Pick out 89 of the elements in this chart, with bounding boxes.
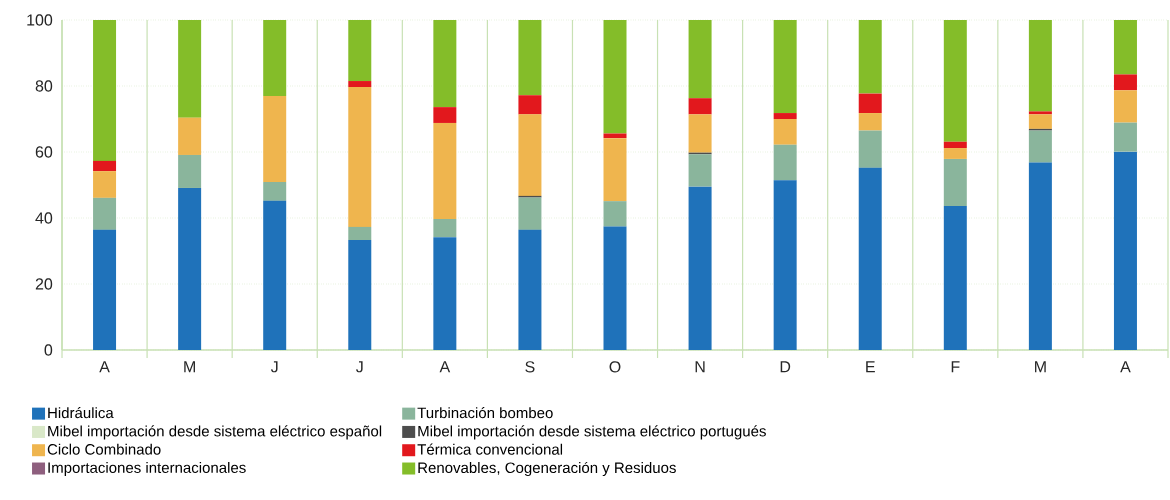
bar [943, 206, 967, 350]
bar [348, 240, 372, 350]
bar [1113, 122, 1137, 152]
bar [603, 138, 627, 202]
bar [943, 158, 967, 207]
bar [688, 114, 712, 153]
bar [1113, 151, 1137, 350]
x-tick-label: O [609, 361, 621, 373]
bar [433, 107, 457, 123]
bar [1028, 111, 1052, 115]
bar [603, 201, 627, 227]
bar [178, 187, 202, 350]
bar [943, 19, 967, 142]
bar [773, 113, 797, 119]
x-tick-label: M [1035, 361, 1046, 373]
bar [688, 98, 712, 115]
x-tick-label: J [356, 361, 363, 373]
x-tick-label: N [695, 361, 705, 373]
bar [858, 167, 882, 350]
x-tick-label: E [866, 361, 875, 373]
y-tick-label: 40 [35, 212, 53, 224]
bar [433, 19, 457, 108]
y-tick-label: 100 [27, 14, 53, 26]
bar [858, 19, 882, 94]
bar [518, 95, 542, 115]
bar [1113, 19, 1137, 75]
legend-label: Ciclo Combinado [47, 443, 161, 455]
bar [263, 95, 287, 183]
x-tick-label: S [525, 361, 535, 373]
bar [858, 130, 882, 168]
y-tick-label: 60 [35, 146, 53, 158]
bar [518, 197, 542, 230]
bar [93, 229, 117, 350]
legend-label: Térmica convencional [417, 443, 563, 455]
bar [1113, 90, 1137, 123]
x-tick-label: M [184, 361, 195, 373]
bar [263, 19, 287, 96]
bar [688, 186, 712, 350]
x-tick-label: A [1120, 361, 1131, 373]
bar [348, 19, 372, 82]
bar [1028, 19, 1052, 112]
bar [603, 19, 627, 134]
bar [1028, 114, 1052, 129]
bar [433, 218, 457, 238]
bar [858, 93, 882, 114]
legend-label: Renovables, Cogeneración y Residuos [418, 461, 676, 477]
bar [178, 19, 202, 118]
bar [348, 226, 372, 241]
x-tick-label: F [951, 361, 960, 373]
bar [433, 237, 457, 350]
y-tick-label: 20 [35, 278, 53, 290]
x-tick-label: A [99, 361, 110, 373]
bar [1028, 162, 1052, 350]
bar [1113, 74, 1137, 91]
bar [858, 113, 882, 131]
bar [603, 226, 627, 350]
bar [773, 118, 797, 145]
bar [178, 154, 202, 188]
bar [773, 144, 797, 181]
x-tick-label: A [439, 361, 451, 373]
bar [688, 19, 712, 99]
bar [433, 122, 457, 219]
bar [773, 19, 797, 114]
legend-label: Turbinación bombeo [417, 406, 553, 419]
bar [943, 148, 967, 159]
legend-label: Mibel importación desde sistema eléctrico portugués [418, 425, 766, 440]
bar [688, 154, 712, 187]
legend-label: Mibel importación desde sistema eléctrico español [48, 425, 382, 440]
bar [348, 86, 372, 227]
bar [518, 114, 542, 196]
bar [263, 200, 287, 350]
bar [263, 182, 287, 201]
bar [178, 117, 202, 155]
bar [93, 19, 117, 161]
bar [773, 180, 797, 350]
bar [1028, 130, 1052, 163]
bar [518, 229, 542, 350]
bar [348, 81, 372, 87]
x-tick-label: J [270, 361, 278, 373]
bar [93, 160, 117, 172]
bar [518, 19, 542, 96]
legend-label: Hidráulica [48, 406, 114, 419]
legend-label: Importaciones internacionales [48, 461, 246, 476]
x-tick-label: D [780, 361, 791, 373]
y-tick-label: 0 [44, 344, 53, 356]
bar [943, 141, 967, 149]
y-tick-label: 80 [35, 80, 53, 92]
bar [93, 197, 117, 230]
bar [93, 171, 117, 198]
